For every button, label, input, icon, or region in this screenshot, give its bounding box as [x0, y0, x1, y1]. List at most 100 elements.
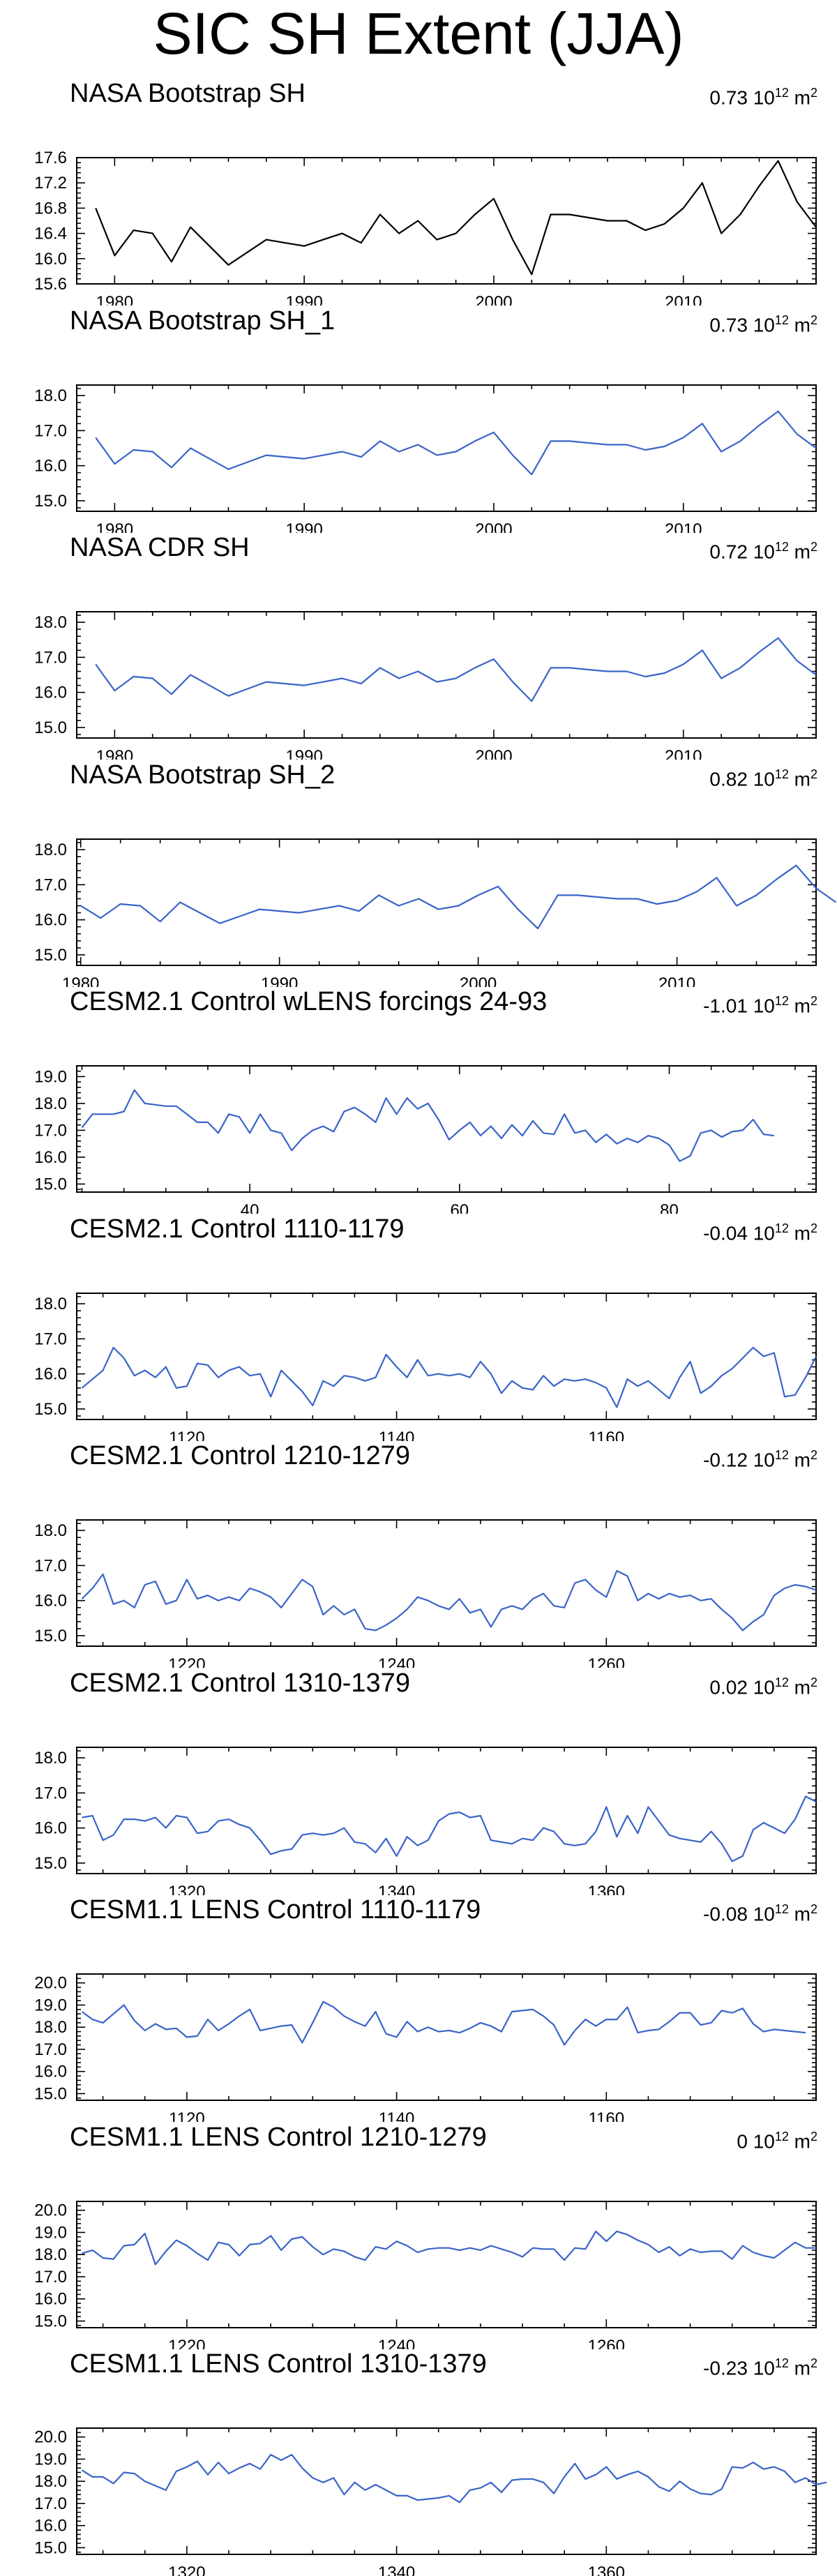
y-tick-label: 15.6: [34, 275, 67, 294]
y-tick-label: 20.0: [34, 1974, 67, 1993]
x-tick-label: 80: [660, 1201, 679, 1214]
panel-title: NASA Bootstrap SH_2: [70, 760, 335, 790]
unit-exponent: 12: [774, 2129, 789, 2144]
unit-square: 2: [810, 312, 817, 327]
y-tick-label: 18.0: [34, 2018, 67, 2037]
x-tick-label: 1160: [588, 2109, 624, 2122]
unit-suffix: m: [794, 541, 810, 563]
x-tick-label: 60: [450, 1201, 469, 1214]
x-tick-label: 1220: [168, 2337, 205, 2349]
y-tick-label: 17.0: [34, 2494, 67, 2513]
unit-exponent: 12: [774, 994, 789, 1008]
y-tick-label: 16.0: [34, 1148, 67, 1167]
series-line: [81, 1569, 817, 1632]
y-tick-label: 15.0: [34, 2538, 67, 2557]
y-tick-label: 17.0: [34, 1330, 67, 1348]
y-tick-label: 18.0: [34, 2245, 67, 2264]
y-tick-label: 15.0: [34, 718, 67, 737]
trend-value: -0.04: [703, 1221, 748, 1244]
trend-label: -0.23 1012 m2: [703, 2356, 817, 2379]
y-tick-label: 19.0: [34, 1067, 67, 1086]
chart-panel: NASA CDR SH 0.72 1012 m2 15.0 16.0 17.0 18.0 1…: [0, 533, 837, 760]
x-tick-label: 1220: [168, 1655, 205, 1668]
trend-value: -0.08: [703, 1903, 748, 1925]
unit-square: 2: [810, 86, 817, 100]
x-tick-label: 1260: [588, 1655, 625, 1668]
chart-panel: CESM2.1 Control 1110-1179 -0.04 1012 m2 15…: [0, 1214, 837, 1441]
y-tick-label: 17.0: [34, 1784, 67, 1802]
y-tick-label: 15.0: [34, 2084, 67, 2103]
unit-base: 10: [753, 313, 775, 336]
unit-base: 10: [753, 2357, 775, 2379]
x-tick-label: 2010: [665, 520, 702, 533]
panel-title: CESM2.1 Control 1310-1379: [70, 1668, 410, 1698]
x-tick-label: 1260: [588, 2337, 625, 2349]
chart-panel: NASA Bootstrap SH_1 0.73 1012 m2 15.0 16.0 1…: [0, 306, 837, 533]
y-tick-label: 16.0: [34, 1592, 67, 1611]
unit-suffix: m: [794, 767, 810, 790]
y-tick-label: 15.0: [34, 1853, 67, 1872]
x-tick-label: 2000: [475, 293, 512, 306]
unit-square: 2: [810, 1675, 817, 1689]
y-tick-label: 17.0: [34, 421, 67, 440]
unit-suffix: m: [794, 1221, 810, 1244]
y-tick-label: 15.0: [34, 1175, 67, 1193]
unit-square: 2: [810, 767, 817, 781]
plot-area: 15.0 16.0 17.0 18.0 19.0 20.0 1220 1240 1260: [34, 2200, 817, 2349]
unit-base: 10: [753, 1903, 775, 1925]
plot-area: 15.0 16.0 17.0 18.0 1980 1990 2000 2010: [34, 611, 817, 760]
x-tick-label: 1140: [379, 2109, 415, 2122]
plot-frame: [76, 1973, 817, 2101]
y-tick-label: 16.0: [34, 2517, 67, 2536]
unit-exponent: 12: [774, 540, 789, 554]
y-tick-label: 16.8: [34, 199, 67, 218]
unit-exponent: 12: [774, 1675, 789, 1689]
plot-frame: [76, 2200, 817, 2328]
unit-base: 10: [753, 1675, 775, 1698]
unit-exponent: 12: [774, 1902, 789, 1916]
y-tick-label: 17.2: [34, 174, 67, 193]
plot-area: 15.0 16.0 17.0 18.0 19.0 20.0 1120 1140 1160: [34, 1973, 817, 2122]
panel-title: CESM1.1 LENS Control 1210-1279: [70, 2122, 487, 2152]
unit-base: 10: [753, 541, 775, 563]
chart-panel: CESM2.1 Control 1310-1379 0.02 1012 m2 15.…: [0, 1669, 837, 1895]
unit-suffix: m: [794, 313, 810, 336]
unit-square: 2: [810, 540, 817, 554]
unit-exponent: 12: [774, 2356, 789, 2370]
x-tick-label: 1160: [588, 1429, 624, 1441]
trend-label: 0.73 1012 m2: [709, 313, 817, 336]
x-tick-label: 1980: [96, 747, 133, 760]
y-tick-label: 19.0: [34, 2223, 67, 2242]
x-tick-label: 1990: [285, 293, 322, 306]
chart-panel: CESM1.1 LENS Control 1310-1379 -0.23 1012…: [0, 2349, 837, 2576]
y-tick-label: 16.0: [34, 2063, 67, 2081]
chart-panel: NASA Bootstrap SH_2 0.82 1012 m2 15.0 16.0 1…: [0, 760, 837, 987]
unit-square: 2: [810, 994, 817, 1008]
panel-title: CESM2.1 Control wLENS forcings 24-93: [70, 987, 548, 1016]
y-tick-label: 18.0: [34, 1295, 67, 1313]
unit-exponent: 12: [774, 1448, 789, 1462]
chart-panel: NASA Bootstrap SH 0.73 1012 m2 15.6 16.0 16.…: [0, 79, 837, 306]
trend-value: -0.12: [703, 1449, 748, 1471]
series-line: [81, 1089, 775, 1162]
y-tick-label: 15.0: [34, 491, 67, 510]
trend-value: 0.72: [709, 541, 748, 563]
y-tick-label: 17.0: [34, 875, 67, 894]
unit-square: 2: [810, 2356, 817, 2370]
y-tick-label: 17.0: [34, 2040, 67, 2059]
series-line: [95, 410, 817, 475]
plot-area: 15.0 16.0 17.0 18.0 1980 1990 2000 2010: [34, 384, 817, 533]
trend-label: -0.04 1012 m2: [703, 1221, 817, 1244]
x-tick-label: 1240: [378, 1655, 415, 1668]
unit-square: 2: [810, 1221, 817, 1235]
x-tick-label: 1320: [168, 2563, 205, 2576]
plot-frame: [76, 838, 817, 966]
plot-frame: [76, 611, 817, 739]
x-tick-label: 1340: [378, 2563, 415, 2576]
plot-frame: [76, 1746, 817, 1874]
panel-title: CESM1.1 LENS Control 1110-1179: [70, 1895, 481, 1925]
trend-value: 0.73: [709, 86, 748, 109]
x-tick-label: 2000: [460, 974, 497, 987]
trend-label: 0.82 1012 m2: [709, 767, 817, 790]
series-line: [80, 864, 837, 929]
